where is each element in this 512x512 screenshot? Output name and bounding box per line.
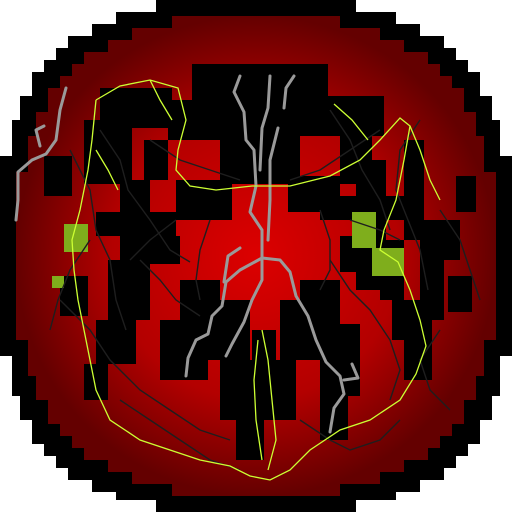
gray-vessels <box>14 74 360 434</box>
dark-vessels <box>49 109 481 471</box>
green-trace <box>71 79 441 481</box>
green-patches <box>52 212 404 288</box>
